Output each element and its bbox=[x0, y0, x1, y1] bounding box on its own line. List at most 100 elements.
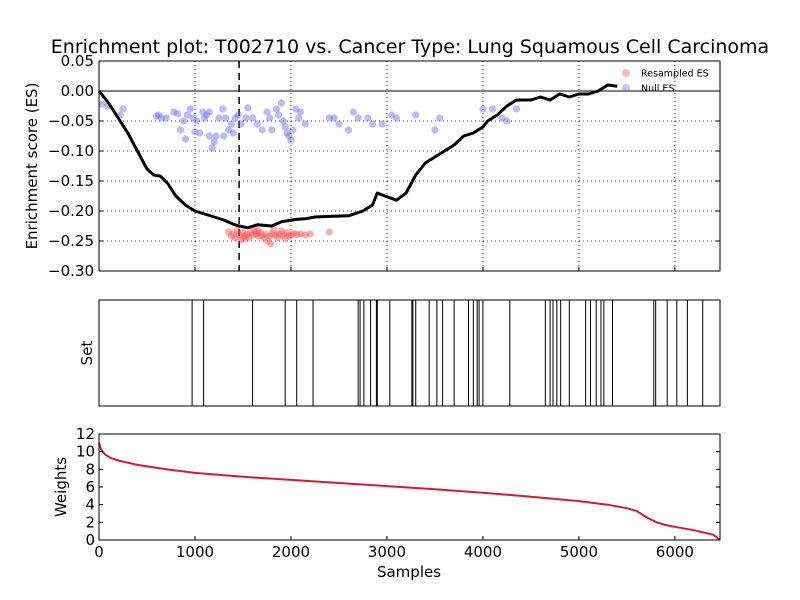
null-es-point bbox=[512, 105, 521, 113]
null-es-point bbox=[263, 108, 271, 116]
resampled-es-point bbox=[250, 227, 259, 235]
null-es-point bbox=[289, 126, 297, 134]
resampled-es-point bbox=[235, 231, 243, 239]
null-es-point bbox=[229, 129, 237, 137]
null-es-point bbox=[237, 120, 245, 128]
weights-y-tick-label: 0 bbox=[85, 531, 95, 549]
resampled-es-point bbox=[267, 240, 275, 248]
resampled-es-point bbox=[287, 231, 295, 239]
resampled-es-point bbox=[254, 232, 262, 240]
resampled-es-point bbox=[237, 236, 245, 244]
null-es-point bbox=[281, 123, 289, 131]
null-es-points bbox=[98, 99, 521, 152]
resampled-es-point bbox=[301, 231, 309, 239]
set-y-label: Set bbox=[78, 341, 96, 366]
legend-null-label: Null ES bbox=[641, 84, 674, 95]
null-es-point bbox=[205, 132, 213, 140]
null-es-point bbox=[220, 132, 228, 140]
resampled-es-point bbox=[252, 230, 261, 238]
null-es-point bbox=[199, 108, 207, 116]
resampled-es-point bbox=[325, 228, 333, 236]
null-es-point bbox=[183, 111, 191, 119]
null-es-point bbox=[344, 126, 353, 134]
x-tick-label: 6000 bbox=[656, 543, 694, 561]
null-es-point bbox=[244, 104, 252, 112]
resampled-es-point bbox=[248, 231, 257, 239]
null-es-point bbox=[258, 126, 266, 134]
set-rug-lines bbox=[191, 300, 721, 406]
resampled-es-point bbox=[258, 231, 266, 239]
null-es-point bbox=[349, 108, 357, 116]
x-tick-label: 0 bbox=[94, 543, 104, 561]
null-es-point bbox=[193, 117, 201, 125]
resampled-es-point bbox=[266, 232, 274, 240]
resampled-es-point bbox=[240, 235, 248, 243]
resampled-es-point bbox=[279, 231, 287, 239]
null-es-point bbox=[248, 114, 257, 122]
null-es-point bbox=[253, 120, 261, 128]
null-es-point bbox=[157, 114, 165, 122]
null-es-point bbox=[224, 126, 233, 134]
resampled-es-point bbox=[281, 235, 289, 243]
x-tick-label: 4000 bbox=[464, 543, 502, 561]
null-es-point bbox=[234, 111, 242, 119]
es-y-label: Enrichment score (ES) bbox=[23, 83, 41, 250]
resampled-es-point bbox=[262, 230, 270, 238]
x-tick-label: 2000 bbox=[272, 543, 310, 561]
null-es-point bbox=[174, 110, 182, 118]
resampled-es-point bbox=[227, 232, 236, 240]
null-es-point bbox=[283, 129, 291, 137]
weights-curve bbox=[98, 442, 721, 541]
null-es-point bbox=[242, 114, 250, 122]
null-es-point bbox=[274, 111, 283, 119]
resampled-es-points bbox=[224, 226, 333, 248]
resampled-es-point bbox=[264, 237, 272, 245]
null-es-point bbox=[227, 120, 236, 128]
null-es-point bbox=[287, 136, 295, 144]
legend-resampled-label: Resampled ES bbox=[641, 69, 709, 80]
resampled-es-point bbox=[253, 226, 261, 234]
weights-y-tick-label: 2 bbox=[85, 513, 95, 531]
x-tick-label: 1000 bbox=[176, 543, 214, 561]
null-es-point bbox=[170, 108, 178, 116]
weights-y-label: Weights bbox=[52, 457, 70, 517]
null-es-point bbox=[176, 126, 185, 134]
weights-y-tick-label: 6 bbox=[85, 478, 95, 496]
resampled-es-point bbox=[256, 229, 264, 237]
x-tick-label: 5000 bbox=[560, 543, 598, 561]
es-panel-frame bbox=[98, 60, 721, 272]
null-es-point bbox=[279, 117, 287, 125]
null-es-point bbox=[231, 114, 239, 122]
null-es-point bbox=[295, 114, 303, 122]
null-es-point bbox=[219, 105, 227, 113]
null-es-point bbox=[388, 111, 396, 119]
resampled-es-point bbox=[245, 233, 253, 241]
resampled-es-point bbox=[231, 234, 239, 242]
es-y-tick-label: −0.05 bbox=[48, 112, 94, 130]
weights-y-tick-label: 10 bbox=[76, 443, 95, 461]
null-es-point bbox=[272, 105, 281, 113]
resampled-es-point bbox=[229, 230, 237, 238]
legend-null-marker bbox=[622, 84, 630, 92]
resampled-es-point bbox=[277, 227, 285, 235]
null-es-point bbox=[431, 126, 439, 134]
null-es-point bbox=[215, 114, 223, 122]
null-es-point bbox=[479, 105, 487, 113]
null-es-point bbox=[277, 99, 285, 107]
null-es-point bbox=[368, 120, 377, 128]
resampled-es-point bbox=[290, 229, 298, 237]
es-grid bbox=[99, 60, 720, 272]
null-es-point bbox=[205, 108, 213, 116]
weights-y-tick-label: 4 bbox=[85, 496, 95, 514]
x-axis-label: Samples bbox=[377, 563, 441, 581]
null-es-point bbox=[378, 120, 386, 128]
null-es-point bbox=[154, 111, 163, 119]
resampled-es-point bbox=[260, 234, 268, 242]
resampled-es-point bbox=[306, 230, 314, 238]
es-y-ticks: 0.05 0.00 −0.05 −0.10 −0.15 −0.20 −0.25 −0.30 bbox=[48, 52, 720, 280]
null-es-point bbox=[189, 114, 197, 122]
es-panel: 0.05 0.00 −0.05 −0.10 −0.15 −0.20 −0.25 −0.30 E… bbox=[23, 52, 721, 280]
null-es-point bbox=[364, 114, 372, 122]
